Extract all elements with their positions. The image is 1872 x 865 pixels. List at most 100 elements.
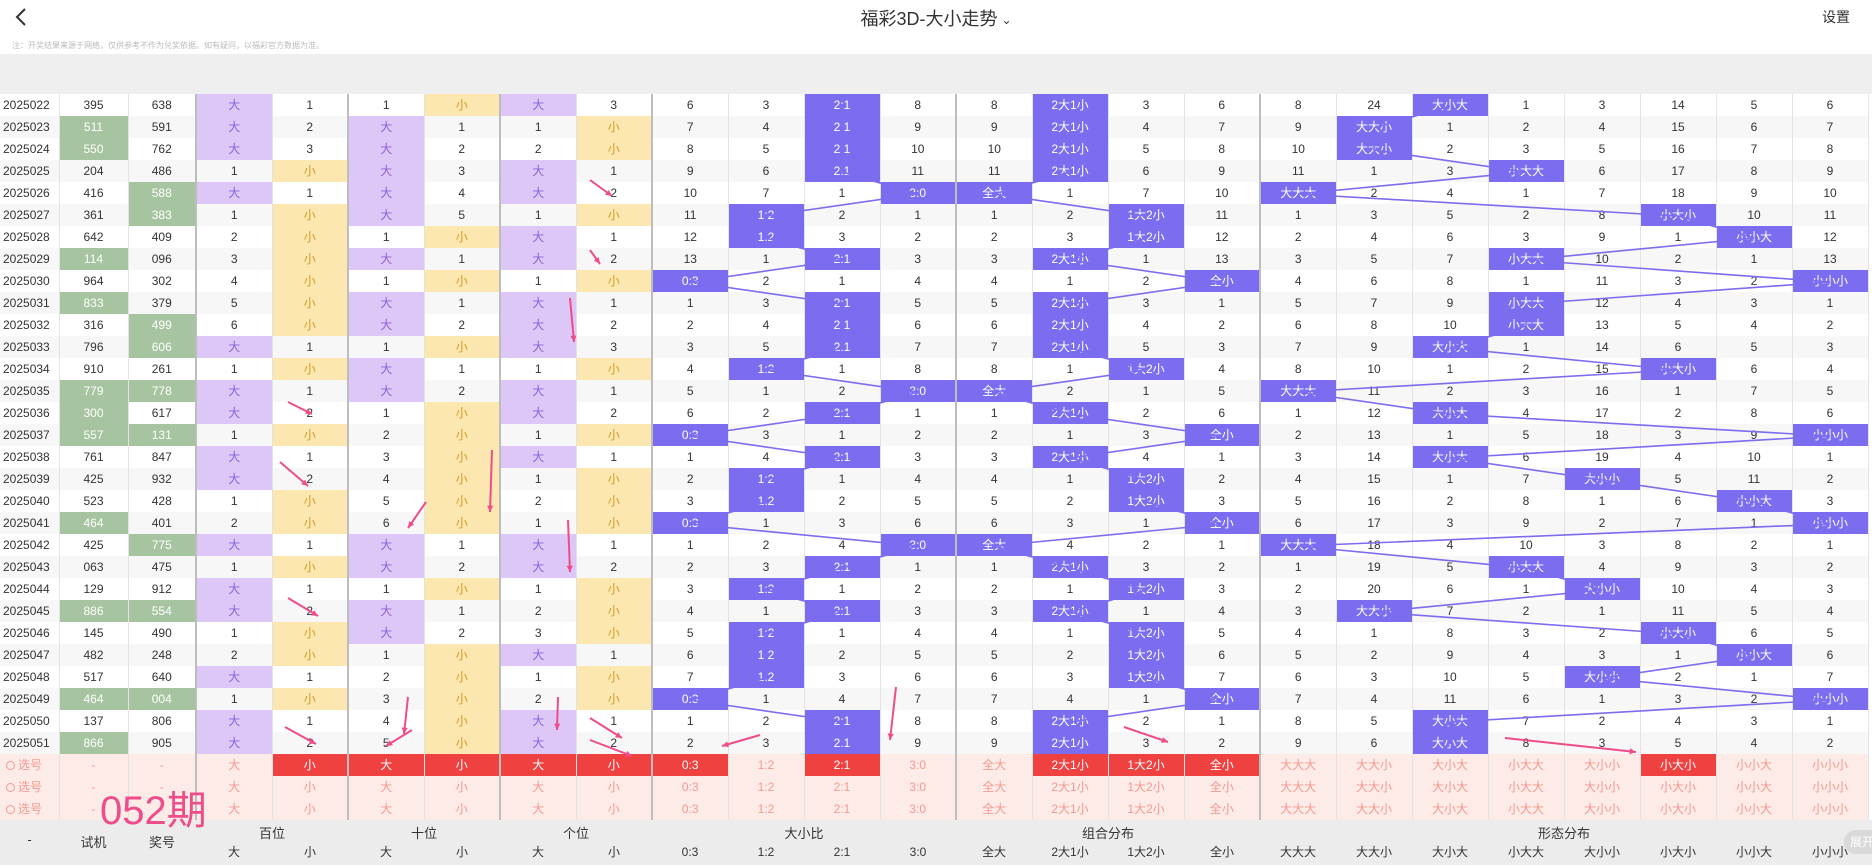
pick-option[interactable]: 小小小 — [1792, 776, 1869, 798]
cell: 小 — [424, 666, 501, 688]
pick-option[interactable]: 大 — [196, 754, 273, 776]
cell: 3 — [728, 94, 805, 116]
cell: 1 — [1184, 710, 1261, 732]
pick-option[interactable]: 小大小 — [1640, 754, 1717, 776]
pick-option[interactable]: 小大小 — [1640, 798, 1717, 820]
pick-option[interactable]: 小大小 — [1640, 776, 1717, 798]
pick-option[interactable]: 小 — [272, 798, 349, 820]
cell: 15 — [1640, 116, 1717, 138]
pick-option[interactable]: 1大2小 — [1108, 754, 1185, 776]
pick-option[interactable]: 小 — [424, 754, 501, 776]
cell: 7 — [956, 688, 1033, 710]
pick-option[interactable]: 大小小 — [1564, 754, 1641, 776]
radio-circle-icon[interactable] — [6, 805, 15, 814]
pick-option[interactable]: 小 — [272, 754, 349, 776]
pick-option[interactable]: 大 — [500, 754, 577, 776]
pick-option[interactable]: 全大 — [956, 776, 1033, 798]
pick-option[interactable]: 大大大 — [1260, 754, 1337, 776]
radio-circle-icon[interactable] — [6, 783, 15, 792]
pick-option[interactable]: 1:2 — [728, 798, 805, 820]
pick-option[interactable]: 大大小 — [1336, 798, 1413, 820]
pick-option[interactable]: 2大1小 — [1032, 776, 1109, 798]
pick-option[interactable]: - — [59, 798, 129, 820]
cell: 1 — [500, 512, 577, 534]
pick-option[interactable]: 大小小 — [1564, 798, 1641, 820]
pick-option[interactable]: 1:2 — [728, 776, 805, 798]
pick-option[interactable]: 小 — [576, 776, 653, 798]
pick-option[interactable]: 小 — [576, 798, 653, 820]
pick-option[interactable]: 大小大 — [1412, 754, 1489, 776]
pick-option[interactable]: 全小 — [1184, 776, 1261, 798]
pick-option[interactable]: 小小小 — [1792, 798, 1869, 820]
pick-option[interactable]: 2:1 — [804, 754, 881, 776]
pick-option[interactable]: 全大 — [956, 798, 1033, 820]
pick-option[interactable]: 大 — [348, 776, 425, 798]
pick-option[interactable]: 大小小 — [1564, 776, 1641, 798]
expand-button[interactable]: 展开 — [1844, 830, 1872, 854]
pick-option[interactable]: - — [128, 776, 197, 798]
pick-option[interactable]: 大 — [348, 754, 425, 776]
pick-option[interactable]: 大 — [348, 798, 425, 820]
radio-circle-icon[interactable] — [6, 761, 15, 770]
pick-option[interactable]: 3:0 — [880, 798, 957, 820]
pick-option[interactable]: 大 — [500, 798, 577, 820]
pick-option[interactable]: 全小 — [1184, 754, 1261, 776]
pick-option[interactable]: 1大2小 — [1108, 798, 1185, 820]
cell: 小 — [272, 270, 349, 292]
pick-option[interactable]: 0:3 — [652, 776, 729, 798]
pick-option[interactable]: 全小 — [1184, 798, 1261, 820]
pick-option[interactable]: 小 — [272, 776, 349, 798]
table-row: 2025038 761 847 大 1 3 小大 1 1 4 2:1 3 3 2大1小 4 1 3 14 大小大 6 1… — [0, 446, 1869, 468]
pick-option[interactable]: 大 — [196, 798, 273, 820]
pick-option[interactable]: 1:2 — [728, 754, 805, 776]
pick-option[interactable]: - — [128, 798, 197, 820]
pick-option[interactable]: 小 — [424, 776, 501, 798]
pick-row[interactable]: 选号 - - 大小大小大小 0:3 1:2 2:1 3:0 全大 2大1小 1大2小 全小 大大大 大大小… — [0, 754, 1869, 776]
pick-option[interactable]: 1大2小 — [1108, 776, 1185, 798]
pick-select[interactable]: 选号 — [0, 754, 60, 776]
pick-row[interactable]: 选号 - - 大小大小大小 0:3 1:2 2:1 3:0 全大 2大1小 1大2小 全小 大大大 大大小… — [0, 776, 1869, 798]
cell: 1 — [348, 94, 425, 116]
pick-option[interactable]: 小小大 — [1716, 754, 1793, 776]
pick-option[interactable]: 2大1小 — [1032, 798, 1109, 820]
pick-option[interactable]: 大小大 — [1412, 798, 1489, 820]
pick-option[interactable]: 小大大 — [1488, 776, 1565, 798]
pick-option[interactable]: - — [59, 754, 129, 776]
pick-option[interactable]: 3:0 — [880, 754, 957, 776]
pick-option[interactable]: 小小大 — [1716, 776, 1793, 798]
pick-option[interactable]: 大小大 — [1412, 776, 1489, 798]
pick-select[interactable]: 选号 — [0, 776, 60, 798]
pick-option[interactable]: 2:1 — [804, 776, 881, 798]
pick-option[interactable]: 2大1小 — [1032, 754, 1109, 776]
pick-option[interactable]: 0:3 — [652, 798, 729, 820]
pick-option[interactable]: 小 — [576, 754, 653, 776]
pick-option[interactable]: 大 — [196, 776, 273, 798]
pick-option[interactable]: 2:1 — [804, 798, 881, 820]
pick-option[interactable]: 大大大 — [1260, 776, 1337, 798]
cell: 401 — [128, 512, 197, 534]
pick-option[interactable]: 3:0 — [880, 776, 957, 798]
pick-option[interactable]: 0:3 — [652, 754, 729, 776]
pick-option[interactable]: 小大大 — [1488, 798, 1565, 820]
cell: 1 — [1716, 248, 1793, 270]
pick-option[interactable]: 小小大 — [1716, 798, 1793, 820]
pick-option[interactable]: 小小小 — [1792, 754, 1869, 776]
cell: 6 — [1260, 314, 1337, 336]
footer-sub: 0:3 — [681, 845, 699, 859]
pick-option[interactable]: 大大大 — [1260, 798, 1337, 820]
cell: 9 — [956, 732, 1033, 754]
pick-option[interactable]: 大大小 — [1336, 754, 1413, 776]
page-title[interactable]: 福彩3D-大小走势 ⌄ — [0, 5, 1872, 31]
cell: 3 — [576, 94, 653, 116]
pick-option[interactable]: 全大 — [956, 754, 1033, 776]
settings-button[interactable]: 设置 — [1822, 9, 1850, 25]
pick-option[interactable]: 大大小 — [1336, 776, 1413, 798]
pick-option[interactable]: 小 — [424, 798, 501, 820]
pick-select[interactable]: 选号 — [0, 798, 60, 820]
back-icon[interactable] — [12, 6, 32, 28]
pick-option[interactable]: 小大大 — [1488, 754, 1565, 776]
pick-option[interactable]: - — [128, 754, 197, 776]
pick-option[interactable]: 大 — [500, 776, 577, 798]
pick-row[interactable]: 选号 - - 大小大小大小 0:3 1:2 2:1 3:0 全大 2大1小 1大2小 全小 大大大 大大小… — [0, 798, 1869, 820]
pick-option[interactable]: - — [59, 776, 129, 798]
